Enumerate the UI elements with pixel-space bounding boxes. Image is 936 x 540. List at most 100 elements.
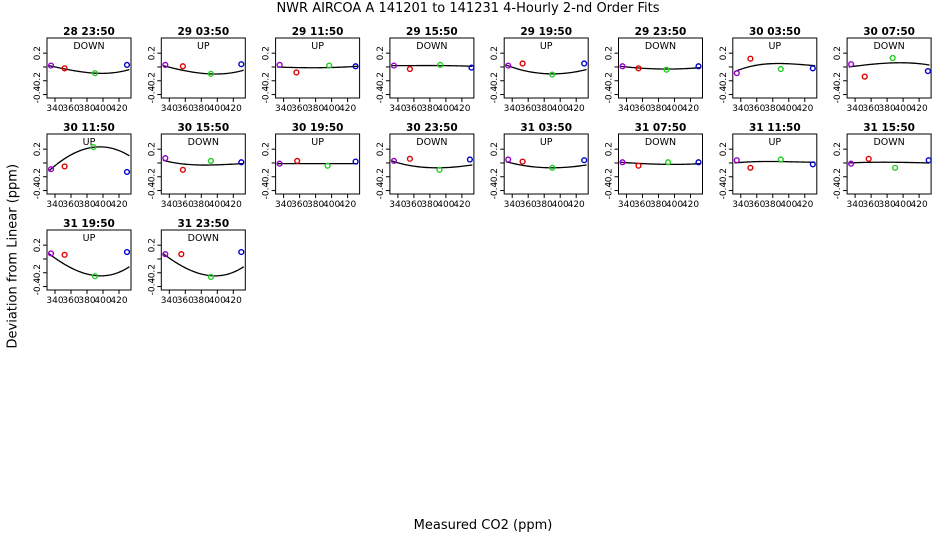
y-tick-label: 0.2 — [262, 142, 272, 156]
data-point — [91, 273, 99, 280]
fit-curve — [505, 160, 587, 169]
panel-title: 29 19:50 — [520, 26, 572, 38]
panel-direction-label: DOWN — [645, 41, 676, 52]
panel-frame — [503, 133, 589, 195]
panel-title: 30 11:50 — [63, 122, 115, 134]
x-tick-label: 360 — [405, 104, 422, 114]
panel-frame — [160, 229, 246, 291]
x-axis-title: Measured CO2 (ppm) — [413, 518, 553, 533]
panel-4: 29 15:50 DOWN 340 380 420 360 400 0.2 -0.2-0.4 — [376, 26, 475, 114]
data-point — [326, 62, 333, 69]
panel-direction-label: DOWN — [188, 137, 219, 148]
x-tick-label: 380 — [764, 104, 781, 114]
panel-2: 29 03:50 UP 340 380 420 360 400 0.2 -0.2-0.4 — [147, 26, 246, 114]
x-tick-label: 360 — [62, 296, 79, 306]
x-tick-label: 340 — [847, 104, 864, 114]
x-tick-label: 380 — [536, 104, 553, 114]
data-point — [581, 157, 588, 164]
panel-11: 30 19:50 UP 340 380 420 360 400 0.2 -0.2-0.4 — [262, 122, 361, 210]
data-point — [635, 162, 642, 169]
x-tick-label: 420 — [796, 200, 813, 210]
panel-direction-label: DOWN — [416, 137, 447, 148]
x-tick-label: 400 — [94, 200, 111, 210]
data-point — [777, 156, 784, 163]
data-point — [406, 65, 414, 73]
y-tick-label: -0.2 — [833, 168, 843, 186]
x-tick-label: 420 — [568, 104, 585, 114]
panel-direction-label: DOWN — [416, 41, 447, 52]
panel-frame — [160, 37, 246, 99]
panel-frame — [846, 133, 932, 195]
data-point — [178, 251, 185, 258]
x-tick-label: 360 — [177, 296, 194, 306]
fit-curve — [162, 159, 244, 166]
x-tick-label: 340 — [732, 104, 749, 114]
x-tick-label: 380 — [879, 200, 896, 210]
panel-title: 29 15:50 — [406, 26, 458, 38]
x-tick-label: 400 — [666, 104, 683, 114]
x-tick-label: 420 — [911, 104, 928, 114]
x-tick-label: 380 — [78, 200, 95, 210]
fit-curve — [848, 62, 930, 68]
panel-9: 30 11:50 UP 340 380 420 360 400 0.2 -0.2-0.4 — [33, 122, 132, 210]
x-tick-label: 360 — [177, 104, 194, 114]
data-point — [294, 157, 301, 164]
data-point — [123, 168, 131, 176]
data-point — [390, 62, 398, 69]
panel-direction-label: UP — [197, 41, 210, 52]
panel-frame — [275, 133, 361, 195]
x-tick-label: 380 — [193, 296, 210, 306]
y-tick-label: 0.2 — [719, 46, 729, 60]
panel-13: 31 03:50 UP 340 380 420 360 400 0.2 -0.2-0.4 — [490, 122, 589, 210]
x-tick-label: 400 — [780, 200, 797, 210]
x-tick-label: 420 — [110, 104, 127, 114]
data-point — [47, 250, 55, 257]
x-tick-label: 380 — [307, 104, 324, 114]
x-tick-label: 360 — [634, 200, 651, 210]
panel-frame — [618, 133, 703, 195]
panel-title: 30 07:50 — [863, 26, 915, 38]
y-tick-label: -0.2 — [605, 168, 615, 186]
panel-16: 31 15:50 DOWN 340 380 420 360 400 0.2 -0.2-0.4 — [833, 122, 932, 210]
fit-curve — [620, 65, 701, 70]
y-tick-label: -0.2 — [33, 168, 43, 186]
x-tick-label: 420 — [568, 200, 585, 210]
panel-frame — [503, 37, 589, 99]
fit-curve — [620, 161, 701, 166]
y-tick-label: 0.2 — [605, 46, 615, 60]
panel-title: 30 15:50 — [177, 122, 229, 134]
panel-17: 31 19:50 UP 340 380 420 360 400 0.2 -0.2-0.4 — [33, 218, 132, 306]
data-point — [162, 61, 169, 68]
y-tick-label: 0.2 — [833, 46, 843, 60]
x-tick-label: 380 — [421, 104, 438, 114]
x-tick-label: 420 — [225, 104, 242, 114]
data-point — [505, 156, 512, 163]
panel-direction-label: DOWN — [188, 233, 219, 244]
data-point — [238, 248, 245, 256]
panel-direction-label: UP — [83, 233, 96, 244]
panel-direction-label: DOWN — [873, 137, 904, 148]
x-tick-label: 360 — [748, 104, 765, 114]
panel-1: 28 23:50 DOWN 340 380 420 360 400 0.2 -0.2-0.4 — [33, 26, 132, 114]
data-point — [865, 155, 872, 162]
figure-title: NWR AIRCOA A 141201 to 141231 4-Hourly 2… — [276, 1, 660, 16]
x-tick-label: 420 — [911, 200, 928, 210]
x-tick-label: 340 — [275, 200, 292, 210]
data-point — [466, 156, 474, 163]
y-tick-label: 0.2 — [262, 46, 272, 60]
x-tick-label: 340 — [46, 296, 63, 306]
data-point — [777, 65, 784, 73]
fit-curve — [48, 146, 130, 172]
x-tick-label: 400 — [780, 104, 797, 114]
x-tick-label: 400 — [437, 104, 454, 114]
fit-curve — [391, 160, 473, 169]
y-tick-label: -0.4 — [33, 181, 43, 199]
fit-curve — [848, 161, 930, 164]
y-tick-label: -0.4 — [147, 181, 157, 199]
panel-8: 30 07:50 DOWN 340 380 420 360 400 0.2 -0.2-0.4 — [833, 26, 932, 114]
x-tick-label: 380 — [193, 104, 210, 114]
data-point — [847, 160, 855, 167]
data-point — [276, 61, 283, 68]
y-tick-label: -0.2 — [33, 72, 43, 90]
y-tick-label: -0.2 — [147, 72, 157, 90]
